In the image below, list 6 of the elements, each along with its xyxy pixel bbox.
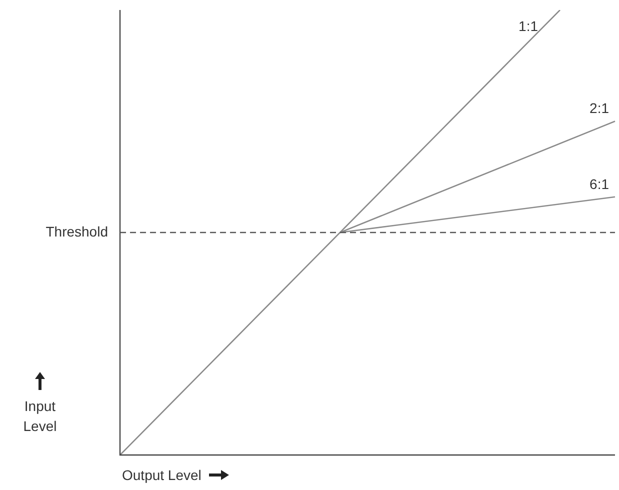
series-label: 2:1 [590,100,610,116]
ref-line-label: Threshold [46,223,108,240]
series-label: 1:1 [518,18,538,34]
series-label: 6:1 [590,176,610,192]
x-axis-title: Output Level [122,467,202,483]
y-axis-title: Input Level [22,397,58,436]
